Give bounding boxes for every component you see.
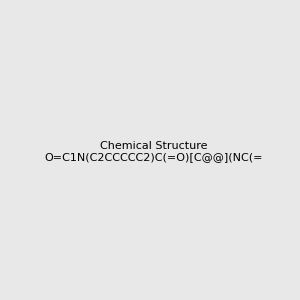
Text: Chemical Structure
O=C1N(C2CCCCC2)C(=O)[C@@](NC(=: Chemical Structure O=C1N(C2CCCCC2)C(=O)[…	[44, 141, 263, 162]
